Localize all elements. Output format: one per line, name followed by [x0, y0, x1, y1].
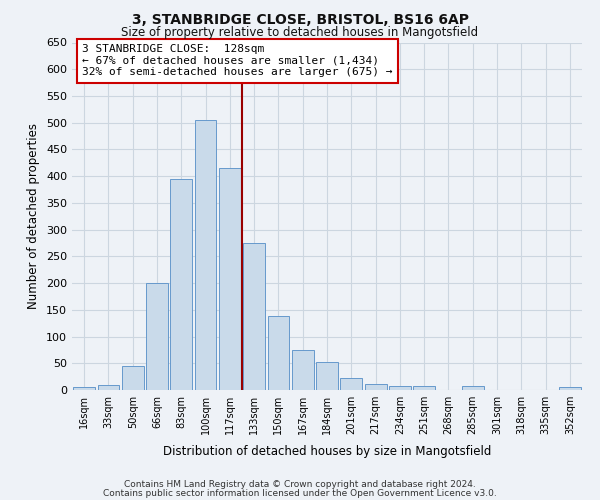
Bar [170, 179, 192, 390]
Bar [122, 366, 143, 390]
Bar [243, 243, 265, 390]
Bar [146, 283, 168, 390]
Bar [219, 168, 241, 390]
Bar [559, 388, 581, 390]
Bar [462, 386, 484, 390]
Bar [316, 362, 338, 390]
Text: 3 STANBRIDGE CLOSE:  128sqm
← 67% of detached houses are smaller (1,434)
32% of : 3 STANBRIDGE CLOSE: 128sqm ← 67% of deta… [82, 44, 392, 78]
Bar [389, 386, 411, 390]
Y-axis label: Number of detached properties: Number of detached properties [28, 123, 40, 309]
Bar [268, 316, 289, 390]
Text: 3, STANBRIDGE CLOSE, BRISTOL, BS16 6AP: 3, STANBRIDGE CLOSE, BRISTOL, BS16 6AP [131, 12, 469, 26]
Bar [365, 384, 386, 390]
Bar [73, 388, 95, 390]
Bar [194, 120, 217, 390]
Bar [292, 350, 314, 390]
Bar [413, 386, 435, 390]
Bar [340, 378, 362, 390]
Text: Contains public sector information licensed under the Open Government Licence v3: Contains public sector information licen… [103, 488, 497, 498]
Bar [97, 384, 119, 390]
X-axis label: Distribution of detached houses by size in Mangotsfield: Distribution of detached houses by size … [163, 446, 491, 458]
Text: Size of property relative to detached houses in Mangotsfield: Size of property relative to detached ho… [121, 26, 479, 39]
Text: Contains HM Land Registry data © Crown copyright and database right 2024.: Contains HM Land Registry data © Crown c… [124, 480, 476, 489]
